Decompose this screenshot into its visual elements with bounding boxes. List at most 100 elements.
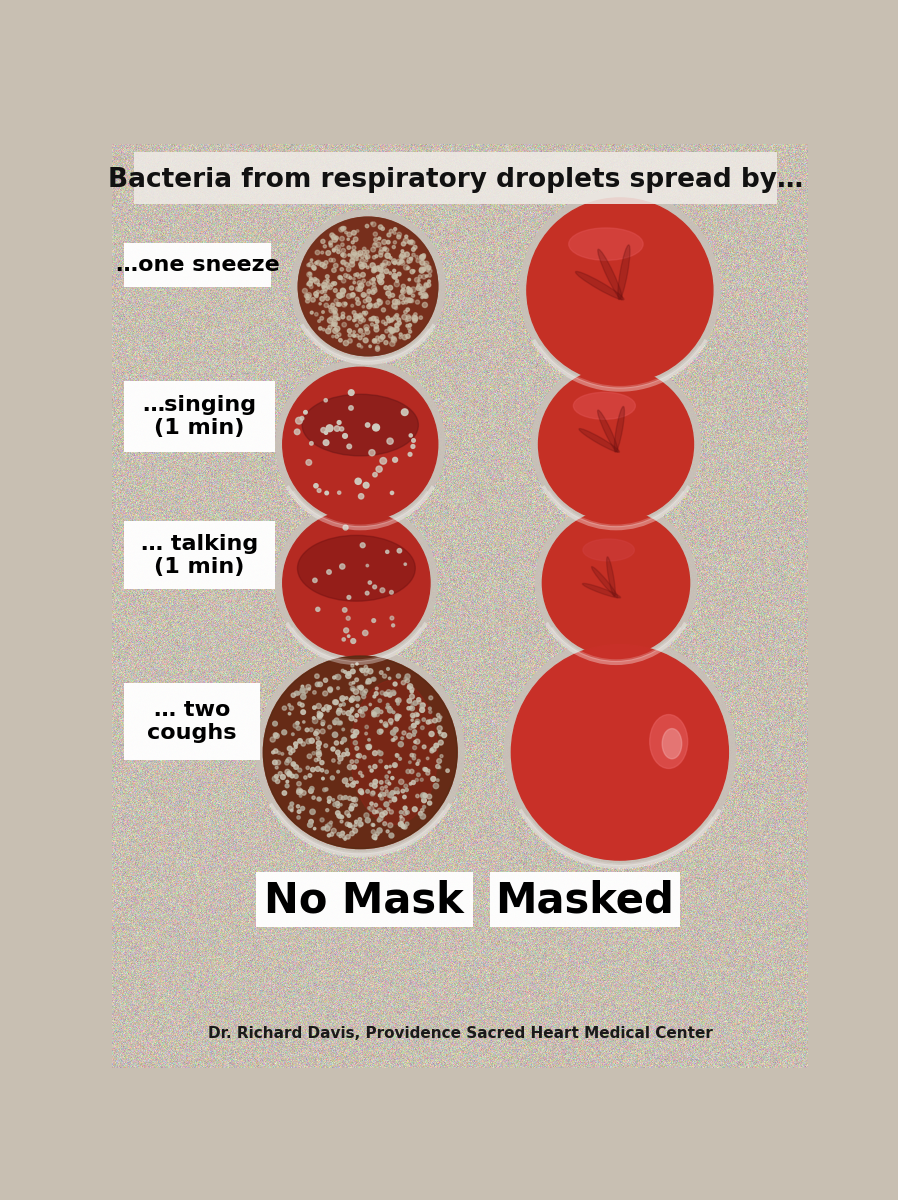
Circle shape bbox=[360, 710, 364, 714]
Circle shape bbox=[334, 700, 339, 704]
Circle shape bbox=[317, 745, 321, 749]
Circle shape bbox=[368, 581, 372, 584]
Circle shape bbox=[385, 248, 389, 252]
Circle shape bbox=[385, 253, 391, 258]
Circle shape bbox=[420, 254, 426, 259]
Circle shape bbox=[422, 793, 426, 796]
Circle shape bbox=[362, 294, 365, 296]
Circle shape bbox=[330, 833, 333, 836]
Circle shape bbox=[310, 284, 313, 288]
Circle shape bbox=[337, 293, 342, 299]
Circle shape bbox=[394, 797, 396, 799]
Circle shape bbox=[383, 692, 388, 696]
Circle shape bbox=[388, 692, 392, 697]
Circle shape bbox=[355, 719, 357, 722]
Circle shape bbox=[397, 301, 401, 305]
Circle shape bbox=[287, 746, 292, 751]
Circle shape bbox=[377, 299, 380, 301]
Circle shape bbox=[390, 330, 393, 332]
Circle shape bbox=[415, 256, 418, 258]
Circle shape bbox=[347, 238, 349, 240]
Circle shape bbox=[436, 779, 439, 781]
Ellipse shape bbox=[618, 245, 630, 300]
Circle shape bbox=[332, 320, 338, 326]
Circle shape bbox=[401, 822, 403, 824]
Circle shape bbox=[360, 258, 365, 263]
Circle shape bbox=[328, 800, 330, 803]
Circle shape bbox=[333, 263, 338, 268]
Circle shape bbox=[376, 242, 381, 247]
Circle shape bbox=[357, 252, 361, 257]
Circle shape bbox=[323, 245, 327, 248]
Circle shape bbox=[356, 704, 359, 707]
Circle shape bbox=[369, 318, 372, 320]
Circle shape bbox=[405, 298, 410, 302]
Circle shape bbox=[428, 720, 433, 724]
Circle shape bbox=[318, 713, 322, 718]
Circle shape bbox=[355, 804, 357, 806]
Circle shape bbox=[375, 688, 378, 690]
Circle shape bbox=[381, 263, 383, 266]
Circle shape bbox=[362, 263, 366, 268]
Circle shape bbox=[373, 784, 377, 788]
Circle shape bbox=[427, 794, 432, 799]
Circle shape bbox=[425, 266, 430, 271]
Circle shape bbox=[332, 328, 338, 334]
Circle shape bbox=[313, 719, 318, 724]
Circle shape bbox=[333, 323, 337, 326]
Circle shape bbox=[377, 828, 383, 833]
Circle shape bbox=[373, 584, 376, 589]
Circle shape bbox=[349, 276, 352, 280]
Circle shape bbox=[365, 725, 368, 728]
Circle shape bbox=[341, 312, 345, 316]
Circle shape bbox=[382, 320, 385, 324]
Circle shape bbox=[361, 775, 364, 778]
Circle shape bbox=[355, 479, 361, 485]
Circle shape bbox=[397, 233, 401, 236]
Circle shape bbox=[410, 754, 414, 757]
Circle shape bbox=[325, 770, 329, 774]
Circle shape bbox=[436, 758, 442, 763]
Circle shape bbox=[298, 739, 303, 743]
Circle shape bbox=[315, 730, 320, 734]
Circle shape bbox=[309, 788, 313, 793]
Circle shape bbox=[380, 269, 383, 272]
Circle shape bbox=[350, 760, 354, 763]
Circle shape bbox=[377, 301, 382, 305]
Circle shape bbox=[356, 316, 358, 318]
Circle shape bbox=[402, 731, 406, 734]
Circle shape bbox=[542, 510, 690, 656]
Circle shape bbox=[372, 823, 374, 827]
Circle shape bbox=[339, 704, 342, 707]
Circle shape bbox=[420, 793, 426, 798]
Circle shape bbox=[344, 274, 348, 277]
Circle shape bbox=[359, 668, 363, 671]
Circle shape bbox=[344, 838, 347, 840]
Circle shape bbox=[395, 698, 399, 702]
Circle shape bbox=[331, 307, 336, 312]
Circle shape bbox=[365, 259, 368, 262]
Circle shape bbox=[308, 272, 312, 275]
Circle shape bbox=[316, 290, 320, 294]
Circle shape bbox=[352, 766, 357, 769]
Circle shape bbox=[414, 713, 418, 716]
Circle shape bbox=[364, 313, 366, 316]
Circle shape bbox=[401, 252, 406, 258]
Circle shape bbox=[326, 278, 330, 282]
Circle shape bbox=[428, 707, 431, 710]
Circle shape bbox=[396, 674, 401, 678]
Circle shape bbox=[336, 293, 341, 298]
Circle shape bbox=[307, 822, 313, 827]
Circle shape bbox=[312, 751, 315, 755]
Circle shape bbox=[411, 247, 415, 251]
Circle shape bbox=[372, 277, 375, 281]
Circle shape bbox=[360, 346, 363, 348]
Circle shape bbox=[327, 709, 330, 712]
Circle shape bbox=[314, 758, 318, 762]
Circle shape bbox=[409, 761, 411, 763]
Circle shape bbox=[397, 272, 401, 276]
Circle shape bbox=[343, 341, 348, 346]
Circle shape bbox=[364, 299, 367, 304]
Circle shape bbox=[390, 722, 392, 725]
Circle shape bbox=[356, 324, 358, 326]
